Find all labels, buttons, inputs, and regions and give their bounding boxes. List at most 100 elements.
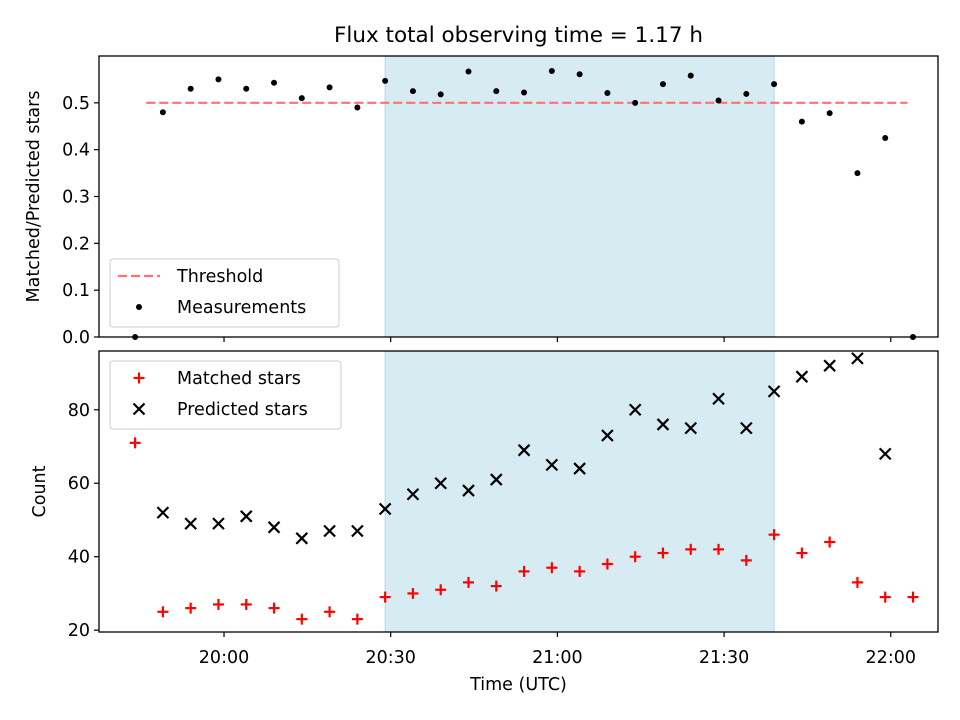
measurement-point xyxy=(882,134,889,141)
y-tick-label: 40 xyxy=(68,548,90,568)
marker-stroke xyxy=(462,484,475,497)
matched-star-marker xyxy=(657,547,669,559)
marker-stroke xyxy=(851,352,864,365)
y-tick-label: 0.3 xyxy=(62,188,90,208)
matched-star-marker xyxy=(268,602,280,614)
matched-star-marker xyxy=(435,584,447,596)
marker-stroke xyxy=(767,385,781,398)
highlight-span xyxy=(384,350,775,633)
measurement-point xyxy=(159,109,166,116)
measurement-point xyxy=(715,97,722,104)
x-tick-label: 21:30 xyxy=(699,648,749,668)
marker-stroke xyxy=(267,521,281,534)
marker-stroke xyxy=(156,506,170,519)
predicted-star-marker xyxy=(656,418,670,431)
predicted-star-marker xyxy=(712,392,725,406)
predicted-star-marker xyxy=(406,487,420,501)
predicted-star-marker xyxy=(573,462,586,475)
y-tick-label: 0.1 xyxy=(62,281,90,301)
y-axis-label: Count xyxy=(30,465,50,517)
y-tick-label: 0.0 xyxy=(62,328,90,348)
top-panel-matched-predicted-ratio: 0.0 0.1 0.2 0.3 0.4 0.5 Matched/Predicted star… xyxy=(24,55,939,348)
marker-stroke xyxy=(740,421,753,435)
predicted-star-marker xyxy=(684,421,698,435)
marker-stroke xyxy=(656,418,670,431)
marker-stroke xyxy=(489,473,503,486)
predicted-star-marker xyxy=(462,484,475,497)
matched-star-marker xyxy=(601,558,613,570)
matched-star-marker xyxy=(129,437,141,449)
marker-stroke xyxy=(434,476,447,490)
matched-star-marker xyxy=(796,547,808,559)
measurement-point xyxy=(215,76,222,83)
marker-stroke xyxy=(406,487,420,501)
measurement-point xyxy=(743,90,750,97)
matched-star-marker xyxy=(574,565,586,577)
measurement-point xyxy=(659,81,666,88)
measurement-point xyxy=(548,67,555,74)
predicted-star-marker xyxy=(184,517,197,530)
matched-star-marker xyxy=(629,551,641,563)
measurement-point xyxy=(271,79,278,86)
predicted-star-marker xyxy=(851,352,864,365)
x-tick-label: 20:00 xyxy=(199,648,249,668)
predicted-star-marker xyxy=(434,476,447,490)
measurement-point xyxy=(298,95,305,102)
measurement-point xyxy=(826,110,833,117)
marker-stroke xyxy=(212,517,225,530)
matched-star-marker xyxy=(185,602,197,614)
predicted-star-marker xyxy=(212,517,225,530)
matched-star-marker xyxy=(240,598,252,610)
predicted-star-marker xyxy=(545,458,559,472)
y-tick-label: 0.2 xyxy=(62,234,90,254)
legend-label: Predicted stars xyxy=(177,400,308,420)
x-axis-label: Time (UTC) xyxy=(469,675,567,695)
predicted-star-marker xyxy=(823,359,836,372)
matched-star-marker xyxy=(407,587,419,599)
marker-stroke xyxy=(573,462,586,475)
matched-star-marker xyxy=(518,565,530,577)
legend-measurement-swatch xyxy=(136,304,142,310)
legend-label: Measurements xyxy=(177,298,306,318)
marker-stroke xyxy=(601,429,614,442)
matched-star-marker xyxy=(824,536,836,548)
predicted-star-marker xyxy=(323,524,336,538)
measurement-point xyxy=(465,68,472,75)
matched-star-marker xyxy=(713,543,725,555)
matched-star-marker xyxy=(685,543,697,555)
matched-star-marker xyxy=(879,591,891,603)
legend-box xyxy=(109,258,340,328)
matched-star-marker xyxy=(379,591,391,603)
measurement-point xyxy=(687,72,694,79)
legend: Matched stars Predicted stars xyxy=(109,360,342,430)
predicted-star-marker xyxy=(740,421,753,435)
legend-label: Threshold xyxy=(176,267,263,287)
measurement-point xyxy=(632,99,639,106)
marker-stroke xyxy=(184,517,197,530)
measurement-point xyxy=(326,84,333,91)
legend-predicted-swatch xyxy=(132,402,146,416)
predicted-star-marker xyxy=(767,385,781,398)
matched-star-marker xyxy=(740,554,752,566)
marker-stroke xyxy=(351,524,364,538)
matched-star-marker xyxy=(768,529,780,541)
measurement-point xyxy=(493,88,500,95)
legend-label: Matched stars xyxy=(177,369,301,389)
marker-stroke xyxy=(795,370,809,383)
legend: Threshold Measurements xyxy=(109,258,340,328)
marker-stroke xyxy=(878,447,892,461)
marker-stroke xyxy=(712,392,725,406)
measurement-point xyxy=(576,71,583,78)
measurement-point xyxy=(798,118,805,125)
legend-box xyxy=(109,360,342,430)
matched-star-marker xyxy=(546,562,558,574)
marker-stroke xyxy=(239,510,253,523)
predicted-star-marker xyxy=(517,443,531,457)
predicted-star-marker xyxy=(351,524,364,538)
y-tick-label: 80 xyxy=(68,401,90,421)
matched-star-marker xyxy=(462,576,474,588)
measurement-point xyxy=(437,91,444,98)
predicted-star-marker xyxy=(878,447,892,461)
marker-stroke xyxy=(323,524,336,538)
